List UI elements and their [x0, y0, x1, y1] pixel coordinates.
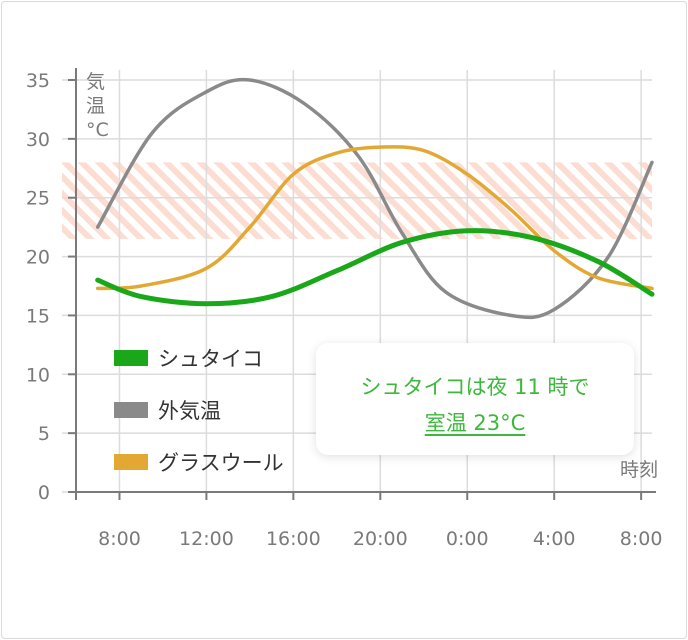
- comfort-band: [62, 162, 652, 239]
- legend-swatch-1: [114, 402, 148, 418]
- series-line-2: [95, 145, 654, 291]
- x-tick-label: 0:00: [446, 528, 489, 550]
- y-tick-label: 35: [26, 70, 50, 92]
- annotation-line-1: シュタイコは夜 11 時で: [360, 375, 590, 399]
- legend-label-1: 外気温: [158, 399, 221, 423]
- legend-label-0: シュタイコ: [158, 347, 263, 371]
- y-tick-label: 20: [26, 247, 50, 269]
- x-tick-label: 8:00: [620, 528, 663, 550]
- y-axis-label: °C: [86, 119, 109, 141]
- series-line-1: [95, 77, 654, 320]
- legend-swatch-0: [114, 350, 148, 366]
- y-tick-label: 10: [26, 364, 50, 386]
- legend-swatch-2: [114, 454, 148, 470]
- x-tick-label: 12:00: [179, 528, 234, 550]
- x-tick-label: 4:00: [533, 528, 576, 550]
- y-tick-label: 5: [38, 423, 50, 445]
- legend-label-2: グラスウール: [158, 451, 284, 475]
- x-tick-label: 8:00: [98, 528, 141, 550]
- annotation-line-2: 室温 23°C: [424, 411, 526, 435]
- y-tick-label: 30: [26, 129, 50, 151]
- x-tick-label: 20:00: [353, 528, 408, 550]
- x-axis-label: 時刻: [620, 459, 658, 481]
- series-line-0: [95, 228, 655, 307]
- y-axis-label: 温: [86, 95, 105, 117]
- y-axis-label: 気: [86, 71, 105, 93]
- y-tick-label: 25: [26, 188, 50, 210]
- y-tick-label: 15: [26, 305, 50, 327]
- y-tick-label: 0: [38, 482, 50, 504]
- annotation-callout: シュタイコは夜 11 時で 室温 23°C: [316, 343, 634, 455]
- x-tick-label: 16:00: [266, 528, 321, 550]
